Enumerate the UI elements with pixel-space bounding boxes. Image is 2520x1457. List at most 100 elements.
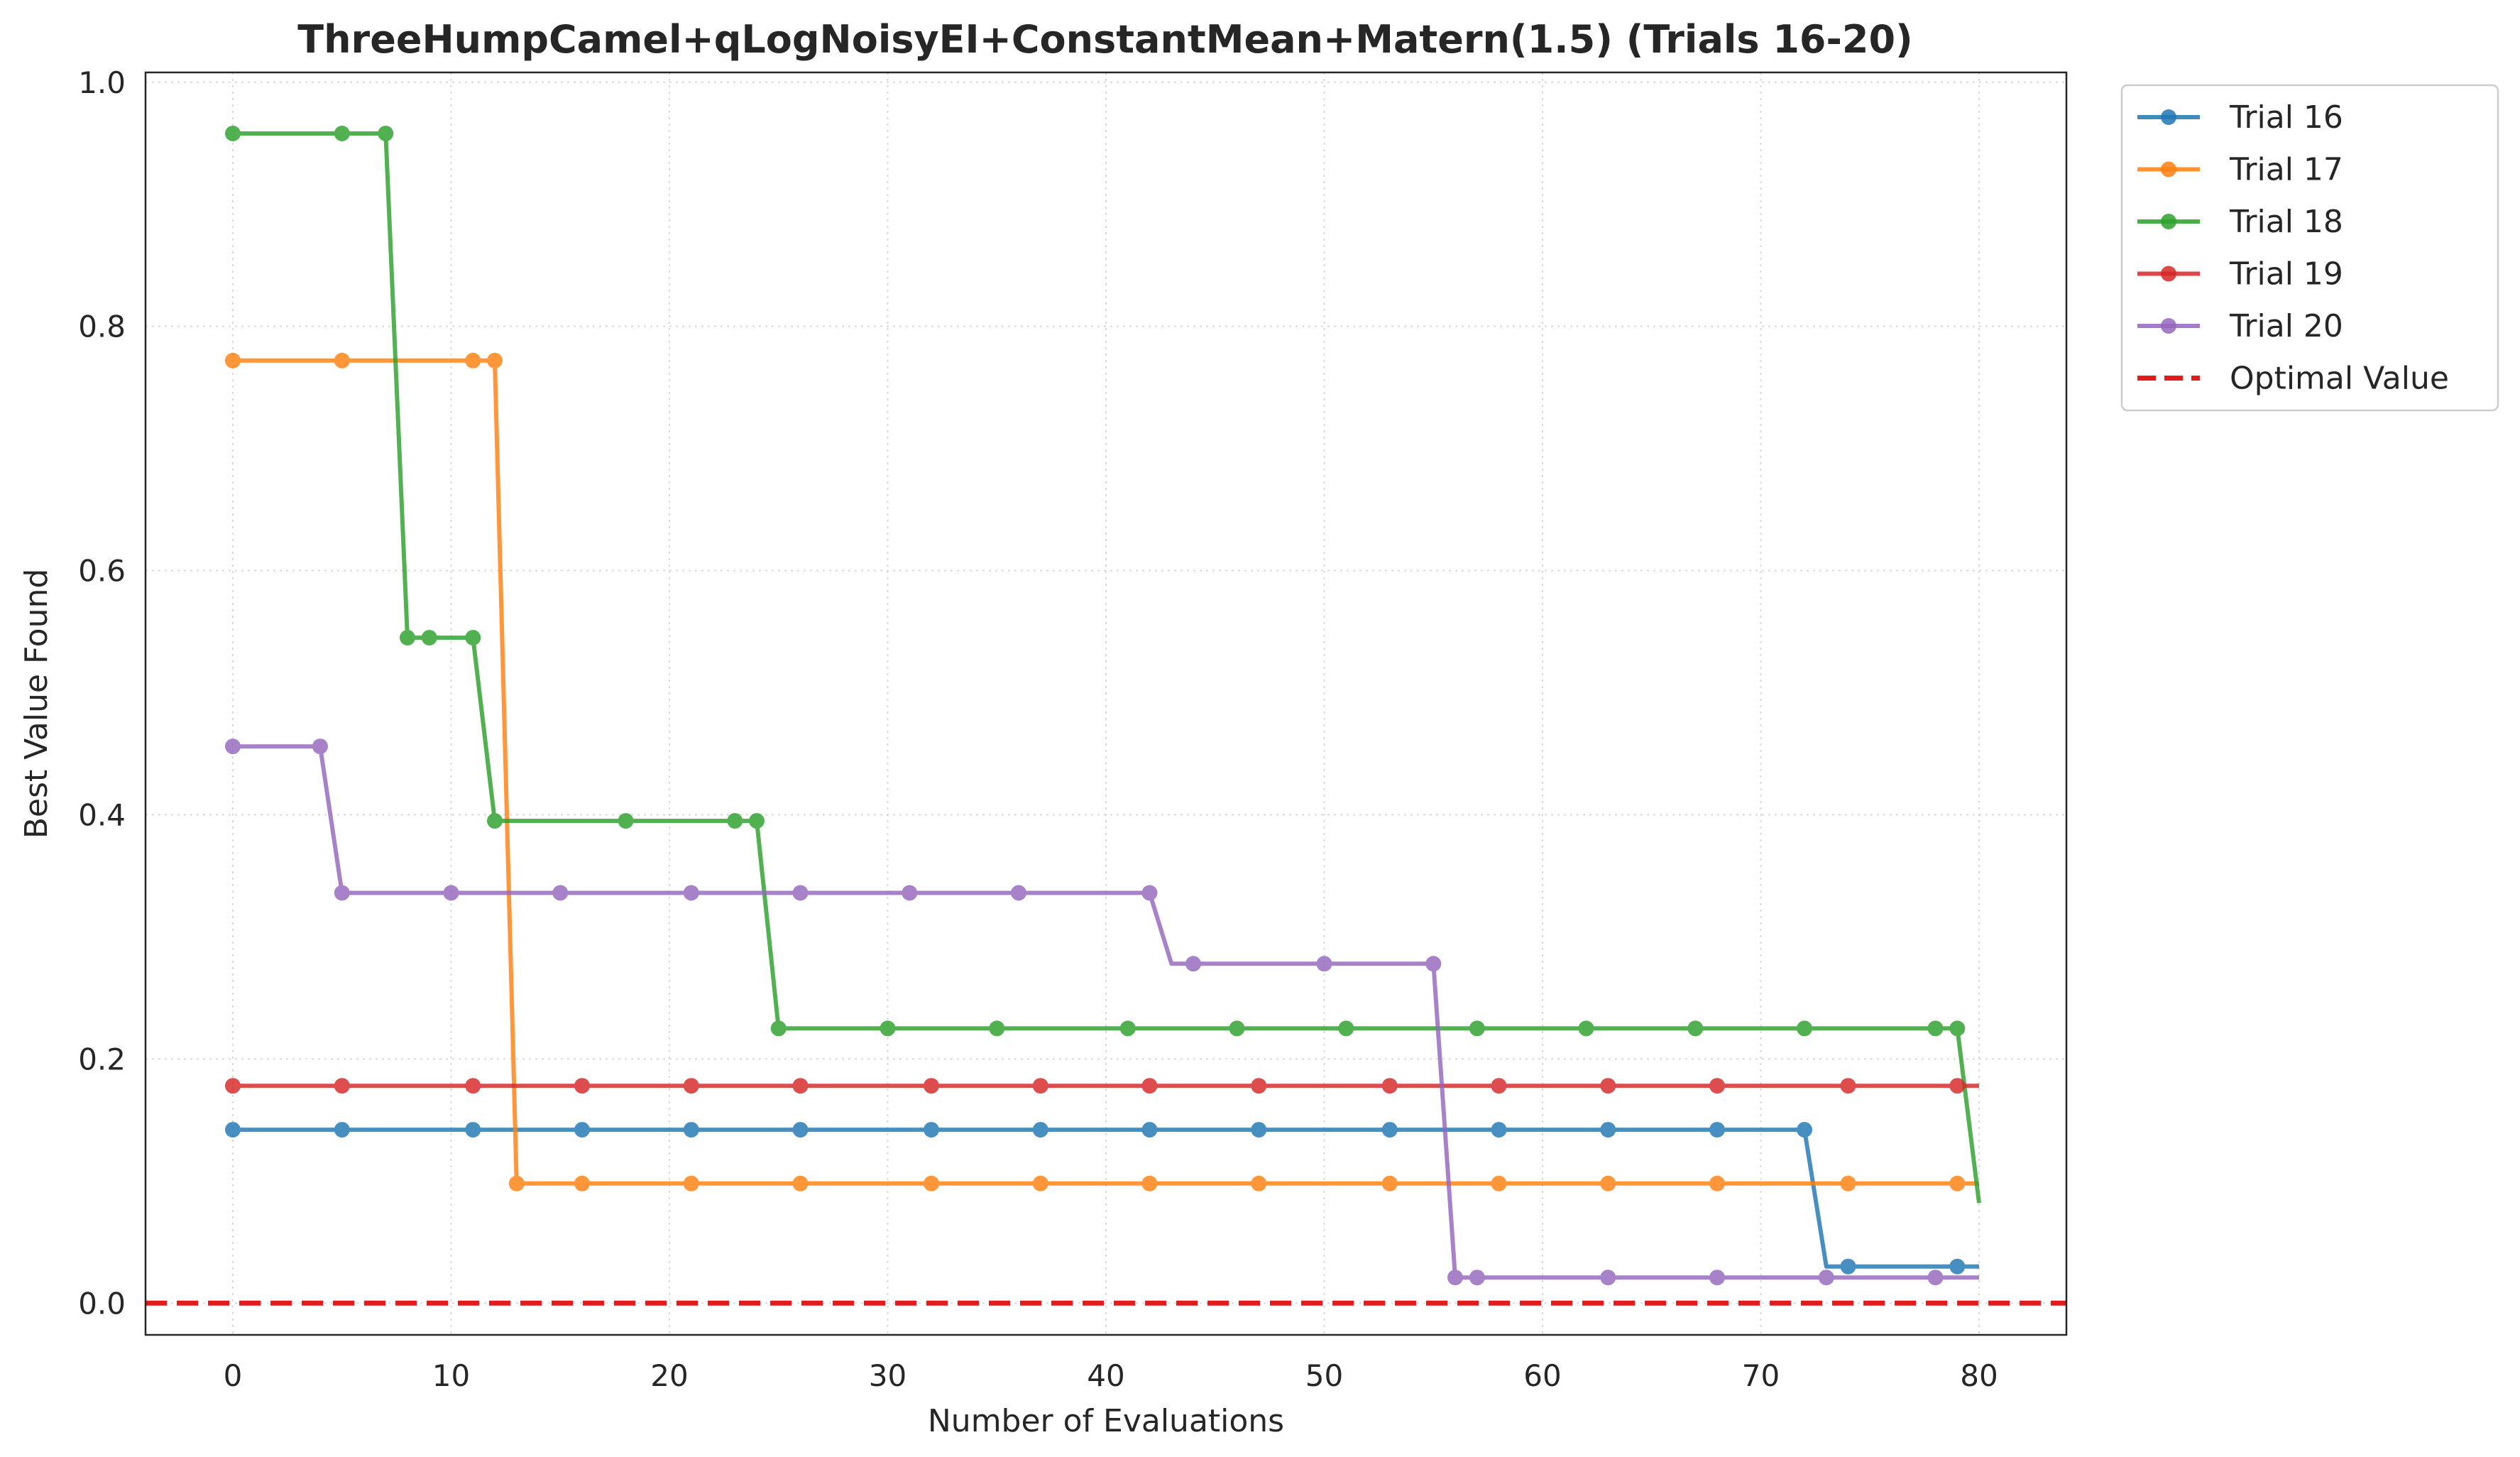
y-axis: 0.0 0.2 0.4 0.6 0.8 1.0 [78, 65, 126, 1321]
data-point [1687, 1020, 1704, 1037]
data-point [574, 1122, 590, 1138]
data-point [465, 1078, 481, 1094]
series-trial-20 [225, 738, 1979, 1286]
series-trial-17 [225, 352, 1979, 1191]
plot-frame [144, 71, 2068, 1336]
data-point [1709, 1175, 1725, 1191]
x-tick-label: 10 [432, 1358, 470, 1393]
x-tick-label: 0 [224, 1358, 243, 1393]
data-point [683, 1078, 699, 1094]
data-point [1927, 1020, 1944, 1037]
series-trial-18 [225, 126, 1981, 1204]
data-point [487, 352, 503, 369]
data-point [225, 1078, 241, 1094]
data-point [1425, 956, 1442, 972]
data-point [334, 1078, 350, 1094]
data-point [792, 1175, 809, 1191]
legend-entry: Trial 17 [2137, 152, 2343, 188]
data-point [1818, 1270, 1834, 1286]
data-point [792, 885, 809, 901]
data-point [618, 813, 634, 829]
data-point [1251, 1122, 1267, 1138]
x-tick-label: 40 [1087, 1358, 1124, 1393]
data-point [792, 1078, 809, 1094]
legend-marker [2161, 266, 2176, 282]
data-point [1141, 1078, 1158, 1094]
data-point [1141, 1122, 1158, 1138]
data-point [1229, 1020, 1245, 1037]
data-point [1032, 1122, 1048, 1138]
series-group [225, 126, 1981, 1286]
data-point [749, 813, 765, 829]
data-point [400, 630, 415, 646]
data-point [902, 885, 918, 901]
series-line [233, 358, 1979, 1186]
data-point [770, 1020, 787, 1037]
series-line [233, 1128, 1979, 1269]
legend-entry: Trial 16 [2137, 99, 2343, 136]
data-point [1927, 1270, 1944, 1286]
data-point [683, 885, 699, 901]
data-point [727, 813, 743, 829]
data-point [1840, 1175, 1856, 1191]
data-point [1600, 1270, 1616, 1286]
data-point [1119, 1020, 1136, 1037]
data-point [1338, 1020, 1354, 1037]
x-tick-label: 70 [1742, 1358, 1780, 1393]
data-point [1840, 1258, 1856, 1275]
x-axis: 0 10 20 30 40 50 60 70 80 [224, 1358, 1998, 1393]
data-point [1141, 1175, 1158, 1191]
legend-label: Trial 17 [2229, 152, 2343, 188]
data-point [225, 126, 241, 141]
data-point [1600, 1078, 1616, 1094]
data-point [1840, 1078, 1856, 1094]
data-point [1381, 1122, 1398, 1138]
data-point [1469, 1020, 1485, 1037]
data-point [880, 1020, 896, 1037]
x-tick-label: 50 [1305, 1358, 1343, 1393]
data-point [225, 1122, 241, 1138]
y-tick-label: 1.0 [78, 65, 126, 100]
data-point [1447, 1270, 1463, 1286]
data-point [465, 352, 481, 369]
data-point [378, 126, 394, 141]
data-point [1709, 1078, 1725, 1094]
data-point [1141, 885, 1158, 901]
data-point [924, 1175, 939, 1191]
grid [146, 72, 2066, 1335]
series-line [233, 744, 1979, 1280]
data-point [1491, 1078, 1507, 1094]
data-point [334, 1122, 350, 1138]
data-point [421, 630, 437, 646]
legend-entry: Trial 19 [2137, 256, 2343, 293]
x-axis-label: Number of Evaluations [928, 1403, 1284, 1439]
data-point [924, 1078, 939, 1094]
data-point [1491, 1122, 1507, 1138]
data-point [465, 630, 481, 646]
data-point [574, 1078, 590, 1094]
data-point [1316, 956, 1332, 972]
legend-label: Trial 20 [2229, 308, 2343, 344]
data-point [1185, 956, 1201, 972]
legend-entry: Optimal Value [2137, 361, 2449, 397]
y-tick-label: 0.4 [78, 797, 126, 832]
data-point [312, 738, 328, 755]
y-tick-label: 0.0 [78, 1286, 126, 1321]
data-point [1491, 1175, 1507, 1191]
data-point [1032, 1078, 1048, 1094]
data-point [1381, 1078, 1398, 1094]
data-point [1709, 1122, 1725, 1138]
legend-marker [2161, 214, 2176, 229]
data-point [1949, 1175, 1966, 1191]
data-point [334, 126, 350, 141]
legend: Trial 16 Trial 17 Trial 18 Trial 19 Trial 20… [2120, 84, 2499, 412]
data-point [1381, 1175, 1398, 1191]
data-point [1600, 1122, 1616, 1138]
data-point [552, 885, 569, 901]
data-point [334, 352, 350, 369]
data-point [1251, 1175, 1267, 1191]
data-point [1709, 1270, 1725, 1286]
series-trial-19 [225, 1078, 1979, 1094]
data-point [1949, 1020, 1966, 1037]
